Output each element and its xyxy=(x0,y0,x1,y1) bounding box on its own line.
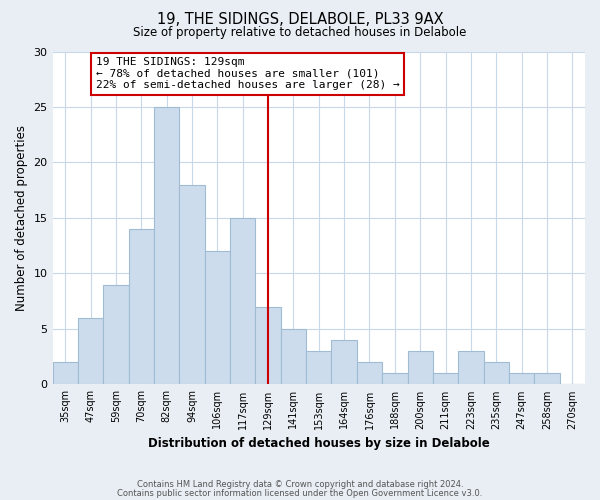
Text: Contains public sector information licensed under the Open Government Licence v3: Contains public sector information licen… xyxy=(118,488,482,498)
Bar xyxy=(509,374,534,384)
Bar xyxy=(458,351,484,384)
Bar xyxy=(357,362,382,384)
Bar xyxy=(382,374,407,384)
Y-axis label: Number of detached properties: Number of detached properties xyxy=(15,125,28,311)
Bar xyxy=(230,218,256,384)
Text: 19, THE SIDINGS, DELABOLE, PL33 9AX: 19, THE SIDINGS, DELABOLE, PL33 9AX xyxy=(157,12,443,28)
Bar xyxy=(331,340,357,384)
Bar xyxy=(103,284,128,384)
Bar xyxy=(205,252,230,384)
Bar xyxy=(484,362,509,384)
Bar xyxy=(128,229,154,384)
Text: Size of property relative to detached houses in Delabole: Size of property relative to detached ho… xyxy=(133,26,467,39)
Bar xyxy=(179,184,205,384)
Bar xyxy=(534,374,560,384)
X-axis label: Distribution of detached houses by size in Delabole: Distribution of detached houses by size … xyxy=(148,437,490,450)
Bar xyxy=(281,329,306,384)
Bar xyxy=(154,107,179,384)
Bar xyxy=(407,351,433,384)
Bar xyxy=(53,362,78,384)
Bar xyxy=(306,351,331,384)
Text: Contains HM Land Registry data © Crown copyright and database right 2024.: Contains HM Land Registry data © Crown c… xyxy=(137,480,463,489)
Bar xyxy=(256,306,281,384)
Text: 19 THE SIDINGS: 129sqm
← 78% of detached houses are smaller (101)
22% of semi-de: 19 THE SIDINGS: 129sqm ← 78% of detached… xyxy=(95,57,400,90)
Bar xyxy=(78,318,103,384)
Bar xyxy=(433,374,458,384)
